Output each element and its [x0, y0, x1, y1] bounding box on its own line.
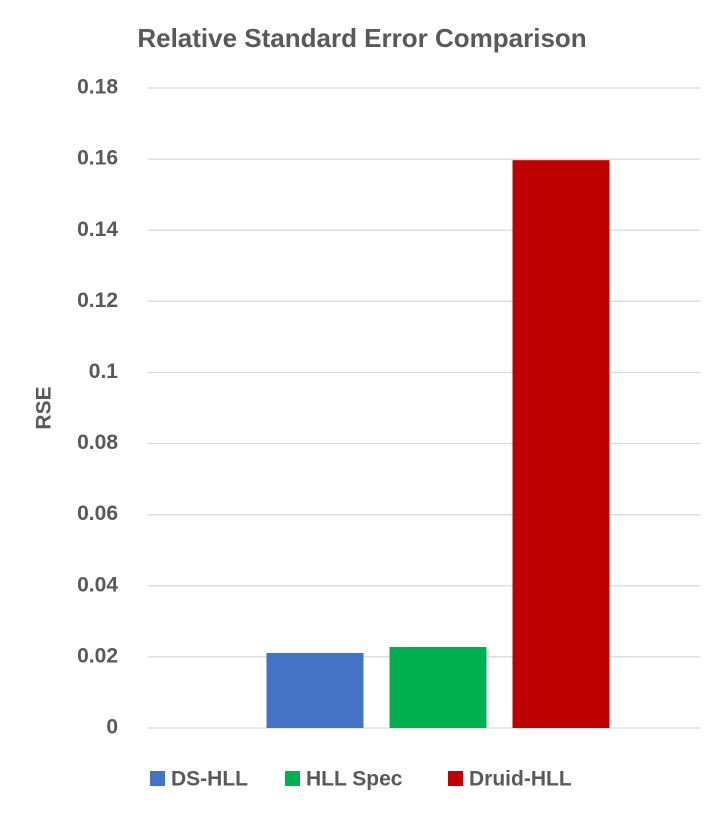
legend-label: HLL Spec [306, 768, 403, 791]
y-tick-label: 0.14 [77, 218, 118, 241]
bar [266, 652, 364, 728]
bar [389, 646, 487, 728]
legend-swatch [150, 771, 165, 786]
y-tick-label: 0.08 [77, 431, 118, 454]
chart-title: Relative Standard Error Comparison [137, 23, 586, 53]
legend-label: DS-HLL [171, 768, 248, 791]
legend-label: Druid-HLL [469, 768, 572, 791]
y-tick-label: 0.02 [77, 644, 118, 667]
bar [512, 160, 610, 728]
y-tick-label: 0.04 [77, 573, 118, 596]
legend-swatch [448, 771, 463, 786]
y-tick-label: 0 [106, 716, 118, 739]
y-tick-label: 0.12 [77, 289, 118, 312]
y-tick-label: 0.1 [89, 360, 119, 383]
y-tick-label: 0.06 [77, 502, 118, 525]
legend-swatch [285, 771, 300, 786]
y-tick-label: 0.18 [77, 76, 118, 99]
y-axis-label: RSE [33, 386, 56, 429]
y-tick-label: 0.16 [77, 147, 118, 170]
